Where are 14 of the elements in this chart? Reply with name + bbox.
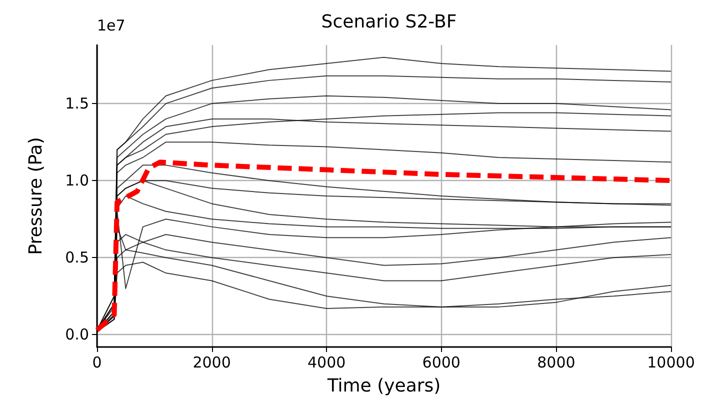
x-tick-label: 2000 <box>192 354 231 372</box>
chart-title: Scenario S2-BF <box>321 12 457 32</box>
x-tick-label: 6000 <box>422 354 460 372</box>
x-tick-label: 8000 <box>537 354 576 372</box>
x-tick-label: 0 <box>92 354 102 372</box>
x-tick-label: 10000 <box>647 354 695 372</box>
y-axis-title: Pressure (Pa) <box>26 137 46 255</box>
x-axis-title: Time (years) <box>326 376 441 396</box>
y-tick-label: 1.5 <box>65 94 89 113</box>
y-tick-label: 1.0 <box>65 172 89 190</box>
text: 1e7 <box>97 16 126 34</box>
y-tick-label: 0.0 <box>65 326 89 344</box>
x-tick-label: 4000 <box>308 354 346 372</box>
y-tick-label: 0.5 <box>65 248 89 267</box>
